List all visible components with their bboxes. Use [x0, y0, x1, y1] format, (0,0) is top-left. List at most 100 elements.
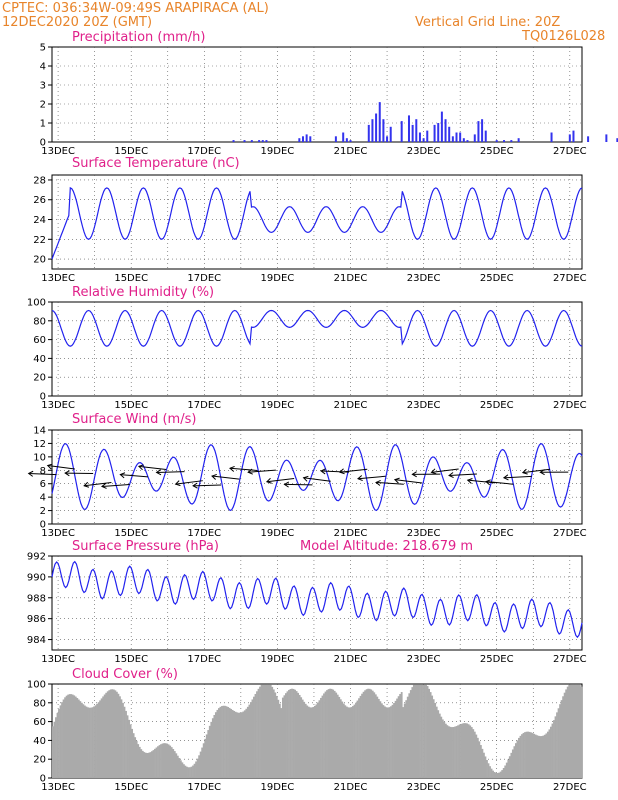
cloud-bar [214, 712, 217, 778]
cloud-bar [111, 689, 114, 778]
cloud-bar [425, 684, 427, 778]
wind-arrow-head [229, 465, 235, 472]
cloud-bar [323, 693, 325, 778]
cloud-bar [551, 723, 554, 778]
cloud-bar [99, 700, 102, 778]
cloud-bar [161, 743, 164, 778]
cloud-bar [132, 733, 135, 778]
wind-arrow-shaft [431, 468, 459, 473]
cloud-bar [87, 707, 89, 778]
cloud-bar [387, 707, 389, 778]
wind-arrow-head [283, 481, 290, 488]
cloud-bar [553, 720, 555, 778]
precip-bar [258, 140, 261, 142]
cloud-bar [364, 690, 367, 778]
x-tick-label: 15DEC [114, 782, 148, 793]
cloud-bar [288, 689, 290, 778]
cloud-bar [437, 710, 440, 778]
panel-frame [51, 555, 583, 651]
cloud-bar [125, 710, 127, 778]
precip-bar [466, 140, 469, 142]
cloud-bar [559, 704, 561, 778]
cloud-bar [498, 772, 501, 778]
x-tick-label: 15DEC [114, 654, 148, 665]
cloud-bar [516, 740, 519, 778]
y-tick-label: 992 [27, 552, 46, 563]
wind-arrow-shaft [156, 471, 185, 473]
y-tick-label: 0 [40, 392, 46, 403]
cloud-bar [409, 690, 412, 778]
wind-arrow-head [211, 473, 217, 480]
cloud-bar [537, 735, 540, 778]
wind-arrow-shaft [101, 483, 130, 487]
cloud-bar [565, 689, 568, 778]
y-tick-label: 990 [27, 572, 46, 583]
cloud-bar [140, 749, 143, 778]
wind-arrow-shaft [175, 480, 203, 485]
wind-arrow-shaft [339, 468, 368, 473]
y-tick-label: 0 [40, 520, 46, 531]
x-tick-label: 25DEC [480, 782, 514, 793]
cloud-bar [527, 731, 529, 778]
cloud-bar [380, 703, 383, 778]
cloud-bar [137, 744, 140, 778]
cloud-bar [253, 696, 255, 778]
cloud-bar [569, 684, 572, 778]
x-tick-label: 17DEC [187, 273, 221, 284]
cloud-bar [426, 686, 429, 778]
precip-bar [517, 138, 520, 142]
cloud-bar [487, 763, 490, 778]
x-tick-label: 13DEC [41, 400, 75, 411]
cloud-bar [68, 694, 71, 778]
wind-arrow-shaft [193, 484, 222, 487]
x-tick-label: 13DEC [41, 528, 75, 539]
cloud-bar [310, 707, 313, 778]
cloud-bar [52, 726, 54, 778]
precip-bar [345, 138, 348, 142]
wind-arrow-shaft [120, 474, 148, 478]
cloud-bar [338, 696, 341, 778]
cloud-bar [390, 706, 392, 778]
cloud-bar [55, 717, 57, 778]
cloud-bar [163, 743, 166, 778]
x-tick-label: 15DEC [114, 273, 148, 284]
wind-arrow-head [338, 468, 345, 475]
wind-arrow-head [27, 470, 34, 477]
wind-arrow-head [155, 469, 162, 476]
x-tick-label: 17DEC [187, 400, 221, 411]
cloud-bar [210, 721, 213, 778]
wind-arrow-head [46, 463, 53, 470]
precip-bar [572, 130, 575, 142]
cloud-bar [242, 711, 245, 778]
wind-arrow-shaft [211, 475, 240, 480]
x-tick-label: 23DEC [407, 528, 441, 539]
y-tick-label: 984 [27, 635, 46, 646]
cloud-bar [329, 688, 332, 778]
cloud-bar [438, 713, 441, 778]
wind-arrow-shaft [284, 483, 313, 486]
cloud-bar [521, 734, 523, 778]
cloud-bar [578, 684, 581, 778]
cloud-bar [542, 735, 545, 778]
wind-arrow-shaft [485, 481, 514, 485]
cloud-bar [443, 721, 446, 778]
precip-bar [334, 136, 337, 142]
cloud-bar [505, 762, 508, 778]
wind-arrow-head [448, 472, 454, 479]
cloud-bar [478, 741, 481, 778]
cloud-bar [176, 755, 179, 778]
cloud-bar [187, 767, 190, 778]
cloud-bar [106, 691, 109, 778]
wind-arrow-head [137, 464, 144, 471]
cloud-bar [248, 704, 251, 778]
cloud-bar [377, 698, 380, 778]
cloud-bar [522, 732, 525, 778]
y-tick-label: 24 [33, 215, 46, 226]
cloud-bar [103, 694, 106, 778]
cloud-bar [479, 745, 482, 778]
cloud-bar [405, 700, 408, 778]
wind-arrow-head [502, 474, 509, 481]
cloud-bar [73, 695, 76, 778]
cloud-bar [262, 684, 264, 778]
cloud-bar [167, 744, 170, 778]
